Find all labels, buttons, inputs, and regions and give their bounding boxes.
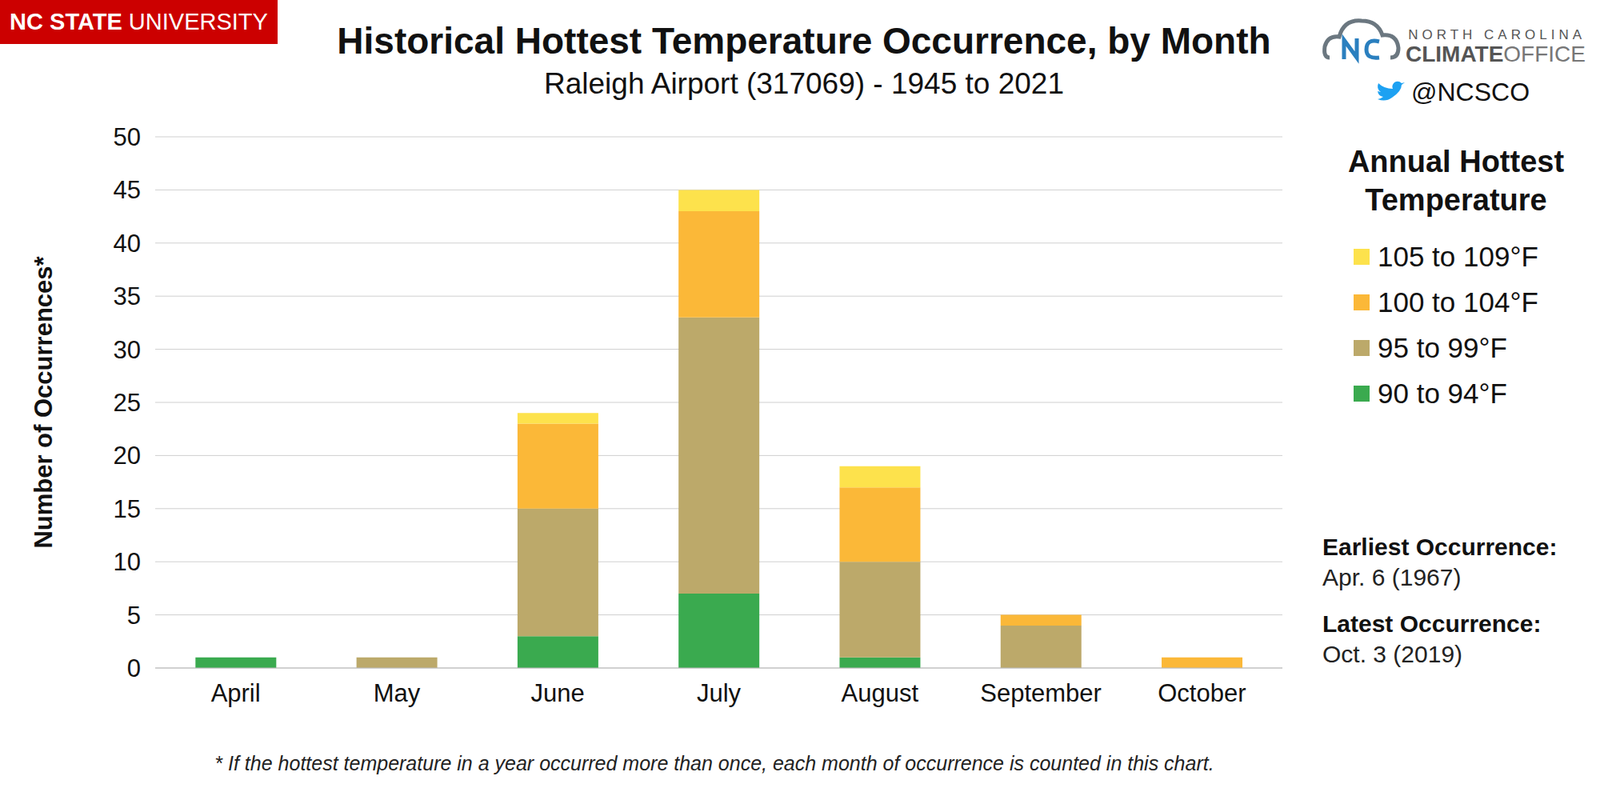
html-text:Latest Occurrence:: Latest Occurrence:	[1322, 610, 1542, 637]
html-text:Raleigh Airport (317069) - 194: Raleigh Airport (317069) - 1945 to 2021	[544, 67, 1064, 100]
svg-text:40: 40	[113, 229, 141, 258]
html-text:Earliest Occurrence:: Earliest Occurrence:	[1322, 533, 1558, 560]
svg-text:September: September	[980, 679, 1102, 708]
html-text:Apr. 6 (1967): Apr. 6 (1967)	[1322, 564, 1462, 591]
svg-text:May: May	[373, 679, 421, 708]
html-text:NORTH CAROLINA: NORTH CAROLINA	[1408, 27, 1586, 43]
svg-text:50: 50	[113, 123, 141, 152]
svg-text:June: June	[531, 679, 585, 708]
svg-text:35: 35	[113, 282, 141, 311]
svg-text:15: 15	[113, 495, 141, 524]
html-text:CLIMATE OFFICE: CLIMATE OFFICE	[1405, 41, 1586, 67]
svg-text:20: 20	[113, 441, 141, 470]
html-text:Historical Hottest Temperature: Historical Hottest Temperature Occurrenc…	[337, 20, 1271, 62]
svg-text:5: 5	[127, 601, 141, 630]
svg-text:45: 45	[113, 176, 141, 204]
svg-text:25: 25	[113, 388, 141, 417]
svg-text:10: 10	[113, 548, 141, 576]
html-text:@NCSCO: @NCSCO	[1411, 77, 1530, 107]
html-text:NC STATE UNIVERSITY: NC STATE UNIVERSITY	[9, 8, 268, 35]
html-text:Number of Occurrences*: Number of Occurrences*	[29, 256, 58, 549]
svg-text:August: August	[841, 679, 920, 708]
svg-text:0: 0	[127, 654, 141, 683]
html-text:100 to 104°F: 100 to 104°F	[1377, 286, 1539, 318]
svg-text:30: 30	[113, 336, 141, 364]
html-text:Oct. 3 (2019): Oct. 3 (2019)	[1322, 640, 1463, 668]
html-text:90 to 94°F: 90 to 94°F	[1377, 377, 1508, 409]
svg-text:July: July	[696, 679, 742, 708]
html-text:95 to 99°F: 95 to 99°F	[1377, 331, 1508, 363]
html-text:Annual Hottest Temperature: Annual Hottest Temperature	[1347, 144, 1565, 217]
html-text:* If the hottest temperature i: * If the hottest temperature in a year o…	[214, 752, 1215, 775]
html-text:105 to 109°F: 105 to 109°F	[1377, 240, 1539, 272]
svg-text:October: October	[1157, 679, 1246, 708]
svg-text:April: April	[211, 679, 261, 708]
